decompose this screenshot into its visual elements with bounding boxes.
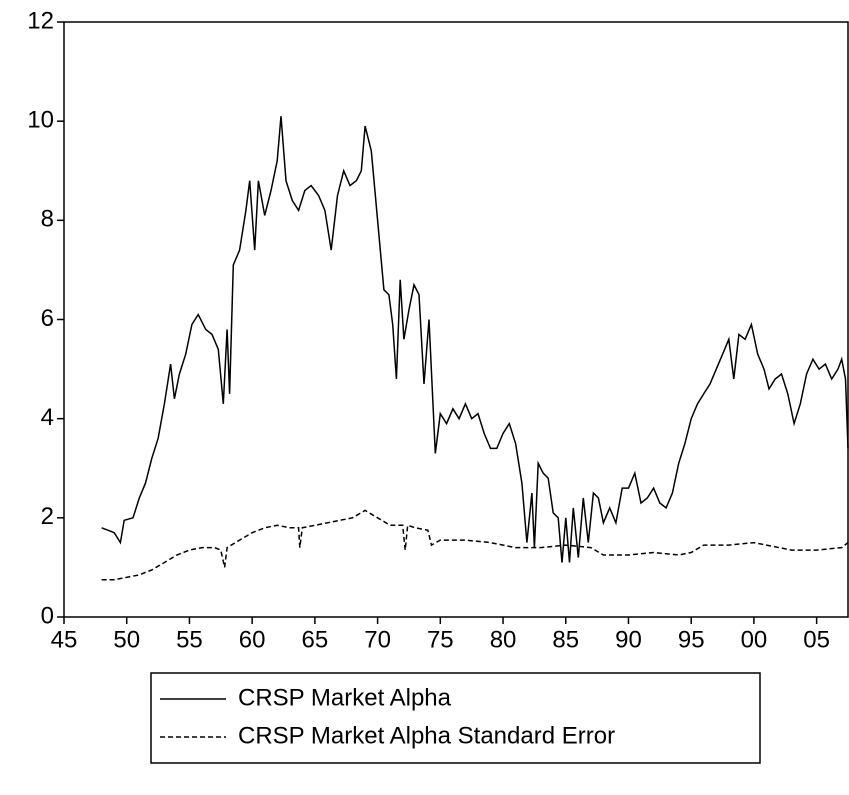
y-tick-label: 10	[27, 107, 54, 134]
legend-label: CRSP Market Alpha	[238, 684, 452, 711]
y-tick-label: 8	[41, 206, 54, 233]
x-tick-label: 50	[113, 626, 140, 653]
x-tick-label: 95	[678, 626, 705, 653]
series-line	[101, 509, 849, 581]
x-tick-label: 75	[427, 626, 454, 653]
series-line	[101, 116, 849, 563]
x-tick-label: 05	[803, 626, 830, 653]
x-tick-label: 55	[176, 626, 203, 653]
x-tick-label: 70	[364, 626, 391, 653]
y-tick-label: 12	[27, 7, 54, 34]
x-tick-label: 60	[239, 626, 266, 653]
y-tick-label: 0	[41, 602, 54, 629]
plot-frame	[63, 21, 849, 618]
x-tick-label: 00	[741, 626, 768, 653]
y-tick-label: 6	[41, 305, 54, 332]
y-tick-label: 4	[41, 404, 54, 431]
y-tick-label: 2	[41, 503, 54, 530]
legend-box	[150, 672, 761, 764]
x-tick-label: 45	[51, 626, 78, 653]
x-tick-label: 65	[302, 626, 329, 653]
x-tick-label: 90	[615, 626, 642, 653]
x-tick-label: 85	[552, 626, 579, 653]
x-tick-label: 80	[490, 626, 517, 653]
legend-label: CRSP Market Alpha Standard Error	[238, 722, 615, 749]
